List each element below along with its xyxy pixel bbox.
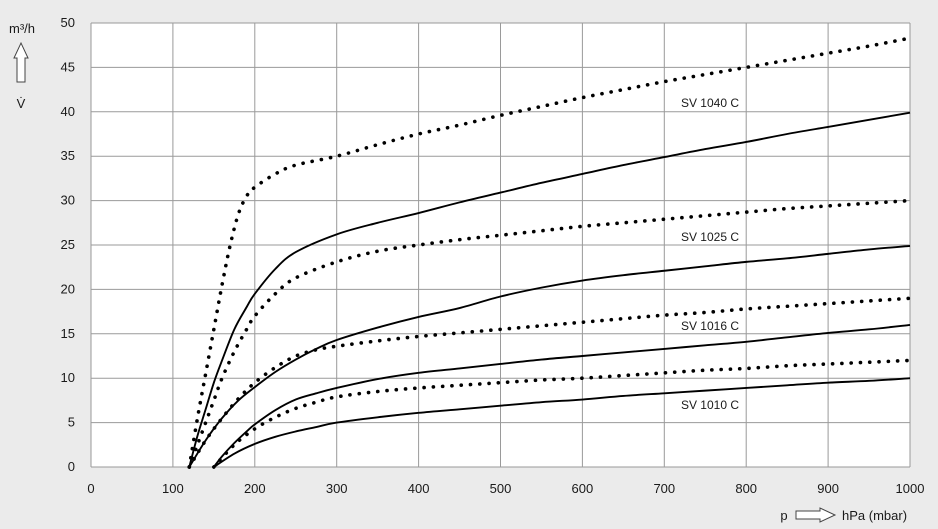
y-axis-symbol: V̇ — [17, 96, 26, 111]
x-axis-tick-labels: 0 100 200 300 400 500 600 700 800 900 1000 — [87, 481, 924, 496]
x-tick-label: 400 — [408, 481, 430, 496]
series-line-7-dotted — [212, 358, 912, 469]
up-arrow-icon — [13, 41, 29, 83]
grid — [90, 22, 911, 468]
y-tick-label: 45 — [61, 59, 75, 74]
y-tick-label: 50 — [61, 15, 75, 30]
x-axis-symbol: p — [780, 508, 787, 523]
series-line-3-dotted — [187, 198, 912, 469]
x-tick-label: 500 — [490, 481, 512, 496]
series-label: SV 1010 C — [681, 398, 739, 412]
y-tick-label: 15 — [61, 326, 75, 341]
y-tick-label: 10 — [61, 370, 75, 385]
x-tick-label: 800 — [735, 481, 757, 496]
y-tick-label: 20 — [61, 281, 75, 296]
series-line-5-dotted — [187, 296, 912, 469]
x-tick-label: 1000 — [896, 481, 925, 496]
x-tick-label: 900 — [817, 481, 839, 496]
series-label: SV 1040 C — [681, 96, 739, 110]
y-axis-tick-labels: 0 5 10 15 20 25 30 35 40 45 50 — [61, 15, 75, 474]
x-tick-label: 300 — [326, 481, 348, 496]
series-labels: SV 1040 C SV 1025 C SV 1016 C SV 1010 C — [681, 96, 739, 412]
x-tick-label: 700 — [653, 481, 675, 496]
series-label: SV 1025 C — [681, 230, 739, 244]
right-arrow-icon — [795, 507, 837, 523]
y-axis-unit: m³/h — [9, 21, 35, 36]
series-line-2-solid — [188, 111, 911, 468]
series-line-8-solid — [213, 377, 911, 468]
x-axis-unit: hPa (mbar) — [842, 508, 907, 523]
x-tick-label: 0 — [87, 481, 94, 496]
y-tick-label: 25 — [61, 237, 75, 252]
x-tick-label: 600 — [572, 481, 594, 496]
series-label: SV 1016 C — [681, 319, 739, 333]
y-tick-label: 30 — [61, 193, 75, 208]
x-tick-label: 100 — [162, 481, 184, 496]
y-tick-label: 0 — [68, 459, 75, 474]
y-tick-label: 5 — [68, 415, 75, 430]
y-tick-label: 40 — [61, 104, 75, 119]
x-tick-label: 200 — [244, 481, 266, 496]
series-line-6-solid — [213, 323, 911, 468]
series-line-4-solid — [188, 244, 911, 468]
series-layer — [187, 36, 912, 469]
y-tick-label: 35 — [61, 148, 75, 163]
